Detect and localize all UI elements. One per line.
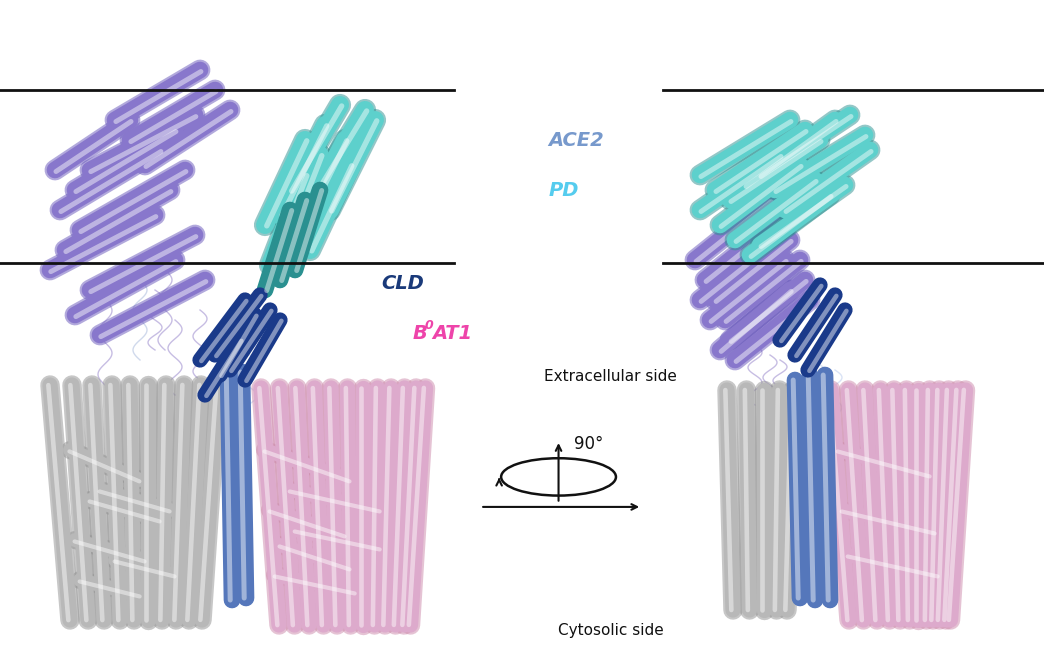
Text: Cytosolic side: Cytosolic side	[557, 623, 664, 638]
Text: AT1: AT1	[432, 324, 473, 343]
Text: B: B	[412, 324, 427, 343]
Text: Extracellular side: Extracellular side	[544, 370, 678, 384]
Text: 0: 0	[424, 319, 433, 332]
Text: 90°: 90°	[574, 435, 603, 452]
Text: CLD: CLD	[381, 274, 424, 293]
Text: PD: PD	[548, 181, 578, 199]
Text: ACE2: ACE2	[548, 131, 603, 149]
